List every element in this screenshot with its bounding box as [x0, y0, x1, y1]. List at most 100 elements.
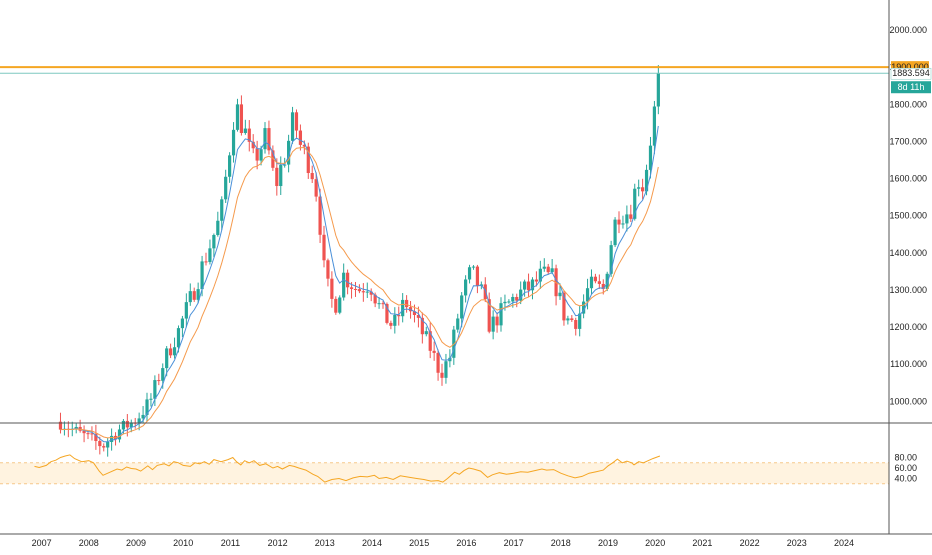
- candle: [389, 320, 393, 330]
- candle-body: [161, 368, 165, 381]
- candle-body: [196, 289, 200, 300]
- candle-body: [231, 129, 236, 156]
- candle-body: [338, 297, 342, 313]
- candle: [98, 436, 102, 455]
- candle: [172, 337, 177, 359]
- time-axis-tick: 2017: [504, 538, 524, 548]
- candle-body: [519, 289, 523, 301]
- candle-body: [538, 268, 542, 282]
- candle-body: [617, 219, 621, 225]
- candle: [613, 217, 617, 248]
- candle-body: [306, 146, 310, 174]
- candle-body: [82, 430, 86, 434]
- candle: [157, 373, 161, 386]
- candle-body: [495, 316, 499, 326]
- candle-body: [511, 296, 515, 302]
- candle: [633, 183, 637, 221]
- candle: [216, 211, 220, 237]
- candle-body: [393, 315, 397, 326]
- time-axis-tick: 2009: [126, 538, 146, 548]
- candle: [287, 134, 291, 173]
- candle: [176, 325, 181, 353]
- candle: [589, 269, 594, 295]
- candle: [464, 275, 468, 303]
- candle-body: [212, 235, 216, 249]
- candle: [228, 152, 232, 183]
- candle: [180, 315, 185, 338]
- candle-body: [558, 292, 562, 297]
- overlays: [0, 66, 889, 74]
- candle: [102, 443, 106, 452]
- candle-body: [346, 272, 350, 288]
- candle: [153, 375, 157, 407]
- candle-body: [464, 279, 468, 296]
- candle: [401, 293, 405, 323]
- candle-body: [326, 260, 330, 279]
- candle: [605, 271, 609, 292]
- candle: [322, 225, 326, 268]
- candle-body: [397, 315, 401, 317]
- candle-body: [562, 292, 566, 321]
- candle-body: [353, 288, 358, 290]
- horizontal-level-label: 1900.000: [891, 62, 929, 72]
- candle: [326, 258, 330, 287]
- candle: [542, 258, 546, 272]
- candle-body: [369, 291, 373, 295]
- candle: [519, 281, 523, 305]
- candle: [220, 196, 224, 231]
- candle: [145, 392, 149, 422]
- candle: [637, 179, 641, 197]
- time-axis-tick: 2020: [645, 538, 665, 548]
- candle-body: [593, 276, 598, 282]
- candle: [456, 313, 460, 333]
- oscillator-axis-tick: 80.00: [894, 453, 917, 463]
- time-axis-tick: 2011: [221, 538, 240, 548]
- candle-body: [271, 150, 275, 168]
- time-axis-tick: 2014: [362, 538, 382, 548]
- candle: [629, 204, 633, 222]
- candle-body: [290, 112, 295, 141]
- candle: [601, 279, 605, 295]
- candle: [652, 100, 657, 155]
- candle: [184, 293, 188, 328]
- oscillator-line-group: [34, 454, 661, 483]
- time-axis-tick: 2010: [173, 538, 193, 548]
- candle: [208, 239, 212, 265]
- candle: [192, 287, 196, 302]
- candle-body: [106, 441, 110, 448]
- time-axis[interactable]: 2007 2008 2009 2010 2011 2012 2013 2014 2015 2016…: [32, 538, 854, 548]
- candle-body: [298, 130, 303, 145]
- candle: [538, 260, 542, 289]
- candle-body: [192, 291, 196, 300]
- candle: [432, 341, 436, 361]
- candle-body: [499, 303, 503, 326]
- candle: [377, 297, 381, 309]
- candle: [393, 307, 397, 334]
- candle: [625, 205, 629, 232]
- candle: [235, 98, 240, 132]
- candle-body: [110, 435, 114, 442]
- last-price-label-bg: [890, 67, 932, 80]
- candle-body: [578, 313, 582, 329]
- candle: [405, 295, 409, 313]
- candle-body: [566, 318, 570, 321]
- candle: [334, 296, 338, 315]
- candle: [444, 353, 448, 384]
- candle-body: [440, 372, 444, 378]
- candle: [648, 136, 653, 179]
- time-axis-tick: 2007: [32, 538, 52, 548]
- candle-body: [165, 348, 169, 369]
- candle: [617, 211, 621, 234]
- candle: [534, 271, 539, 287]
- candle: [306, 142, 310, 179]
- candle-body: [98, 440, 102, 447]
- candle-body: [444, 361, 448, 378]
- time-axis-tick: 2015: [409, 538, 429, 548]
- candle-body: [534, 279, 539, 282]
- countdown-label: 8d 11h: [898, 82, 925, 92]
- time-axis-tick: 2023: [787, 538, 807, 548]
- candle-body: [405, 299, 409, 308]
- candle-body: [349, 287, 354, 289]
